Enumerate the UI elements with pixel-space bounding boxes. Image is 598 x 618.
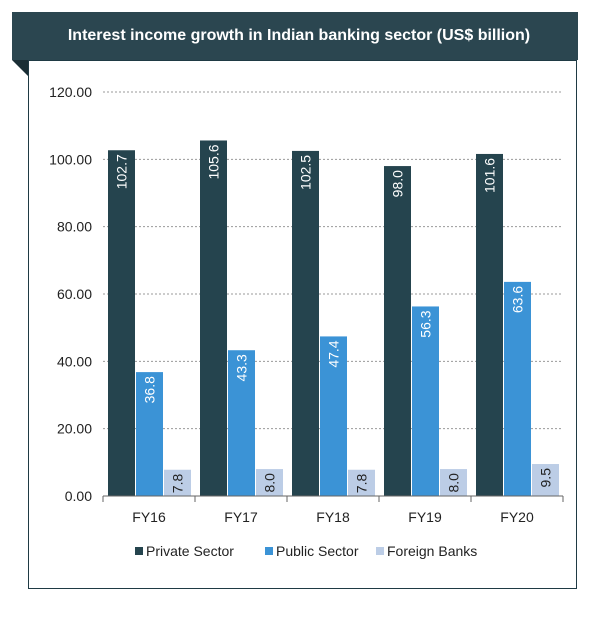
legend-swatch-private-sector [135,547,143,555]
x-tick-label: FY17 [224,509,258,525]
title-fold-corner [12,60,28,76]
bar-private-sector-fy17 [200,140,227,497]
value-label: 8.0 [262,473,278,493]
bar-foreign-banks-fy17 [256,469,283,496]
bar-public-sector-fy17 [228,350,255,496]
value-label: 102.7 [114,154,130,189]
bar-foreign-banks-fy20 [532,464,559,496]
bars: 102.7 36.8 7.8 105.6 43.3 8.0 102.5 47.4 7.8 98.0… [108,140,559,497]
legend-label-public-sector: Public Sector [276,543,359,559]
y-tick-label: 40.00 [57,353,92,369]
bar-private-sector-fy19 [384,166,411,497]
y-tick-label: 20.00 [57,421,92,437]
value-label: 102.5 [298,155,314,190]
value-label: 105.6 [206,144,222,179]
bar-public-sector-fy20 [504,281,531,496]
value-label: 8.0 [446,473,462,493]
bar-foreign-banks-fy19 [440,469,467,496]
bar-private-sector-fy16 [108,150,135,496]
x-tick-label: FY20 [500,509,534,525]
bar-public-sector-fy18 [320,336,347,496]
bar-public-sector-fy16 [136,372,163,496]
value-label: 63.6 [510,286,526,313]
chart-title: Interest income growth in Indian banking… [12,12,578,60]
legend: Private Sector Public Sector Foreign Banks [135,543,477,559]
value-label: 98.0 [390,170,406,197]
legend-label-private-sector: Private Sector [146,543,234,559]
y-tick-label: 100.00 [49,151,92,167]
value-label: 7.8 [170,474,186,494]
y-tick-label: 0.00 [65,488,92,504]
y-axis: 0.00 20.00 40.00 60.00 80.00 100.00 120.00 [49,84,92,504]
legend-swatch-public-sector [265,547,273,555]
y-tick-label: 120.00 [49,84,92,100]
x-tick-label: FY18 [316,509,350,525]
y-tick-label: 80.00 [57,219,92,235]
value-label: 9.5 [538,468,554,488]
x-tick-label: FY16 [132,509,166,525]
bar-private-sector-fy18 [292,150,319,496]
legend-swatch-foreign-banks [376,547,384,555]
x-axis: FY16 FY17 FY18 FY19 FY20 [102,495,564,525]
legend-label-foreign-banks: Foreign Banks [387,543,477,559]
y-tick-label: 60.00 [57,286,92,302]
value-label: 47.4 [326,340,342,367]
bar-foreign-banks-fy16 [164,469,191,496]
value-label: 56.3 [418,310,434,337]
value-label: 36.8 [142,376,158,403]
bar-private-sector-fy20 [476,153,503,497]
value-label: 101.6 [482,158,498,193]
value-label: 43.3 [234,354,250,381]
x-tick-label: FY19 [408,509,442,525]
bar-public-sector-fy19 [412,306,439,496]
value-label: 7.8 [354,474,370,494]
bar-foreign-banks-fy18 [348,469,375,496]
